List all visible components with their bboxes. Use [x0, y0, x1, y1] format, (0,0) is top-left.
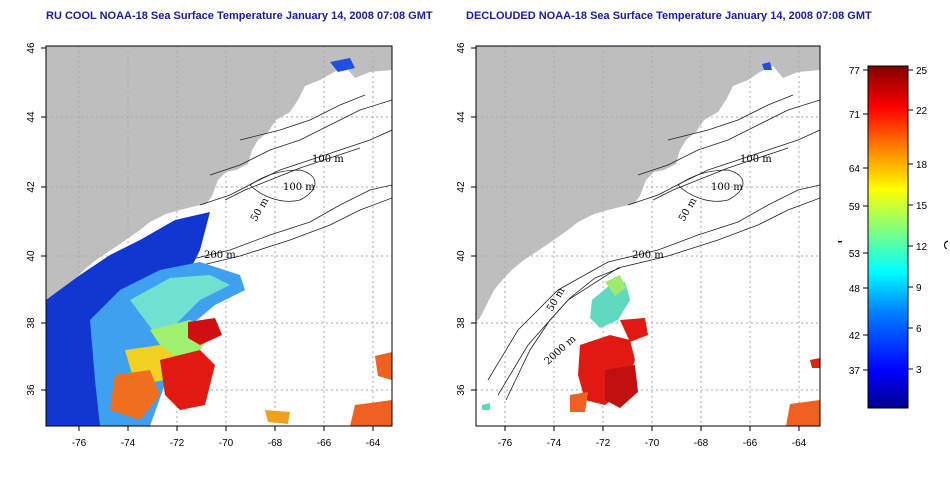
sst-data-right [482, 62, 820, 426]
colorbar-gradient [867, 65, 909, 409]
land-mass [476, 46, 820, 322]
y-tick-label: 40 [26, 250, 37, 262]
colorbar-c-label: °C [941, 234, 948, 250]
colorbar-c-tick: 6 [916, 324, 922, 335]
x-tick-label: -76 [498, 438, 513, 449]
x-tick-label: -70 [219, 438, 234, 449]
contour-label-100m-b: 100 m [711, 182, 743, 193]
colorbar-c-tick: 12 [916, 242, 928, 253]
x-tick-label: -72 [596, 438, 611, 449]
colorbar-c-tick: 15 [916, 201, 928, 212]
colorbar-c-tick: 3 [916, 365, 922, 376]
colorbar-f-tick: 42 [849, 331, 861, 342]
colorbar-f-tick: 48 [849, 284, 861, 295]
x-tick-label: -66 [317, 438, 332, 449]
right-panel-title: DECLOUDED NOAA-18 Sea Surface Temperatur… [466, 10, 872, 22]
colorbar-c-tick: 18 [916, 160, 928, 171]
colorbar-f-tick: 77 [849, 66, 861, 77]
y-tick-label: 38 [456, 317, 467, 329]
y-tick-label: 44 [26, 111, 37, 123]
colorbar-f-tick: 64 [849, 164, 861, 175]
x-tick-label: -72 [170, 438, 185, 449]
sst-data-left [46, 58, 392, 426]
y-tick-label: 36 [456, 384, 467, 396]
y-tick-label: 42 [456, 181, 467, 193]
colorbar-f-tick: 37 [849, 366, 861, 377]
x-tick-label: -66 [743, 438, 758, 449]
colorbar-f-tick: 71 [849, 110, 861, 121]
contour-label-100m-a: 100 m [312, 154, 344, 165]
y-tick-label: 46 [26, 42, 37, 54]
land-mass [46, 46, 392, 322]
x-tick-label: -74 [121, 438, 136, 449]
y-tick-label: 46 [456, 42, 467, 54]
colorbar: 77 71 64 59 53 48 42 37 25 22 18 15 12 9… [829, 60, 950, 425]
contour-label-200m: 200 m [632, 250, 664, 261]
y-tick-label: 38 [26, 317, 37, 329]
right-map: 100 m 100 m 50 m 200 m 50 m 2000 m -76 -… [456, 42, 821, 449]
left-map: 100 m 100 m 50 m 200 m -76 -74 -72 -70 -… [26, 42, 393, 449]
right-map-panel: 100 m 100 m 50 m 200 m 50 m 2000 m -76 -… [420, 0, 840, 480]
y-tick-label: 44 [456, 111, 467, 123]
colorbar-c-tick: 9 [916, 283, 922, 294]
y-tick-label: 40 [456, 250, 467, 262]
x-tick-label: -76 [72, 438, 87, 449]
x-tick-label: -64 [792, 438, 807, 449]
colorbar-svg: 77 71 64 59 53 48 42 37 25 22 18 15 12 9… [829, 65, 950, 409]
y-tick-label: 36 [26, 384, 37, 396]
colorbar-c-tick: 25 [916, 66, 928, 77]
x-tick-label: -68 [268, 438, 283, 449]
contour-label-200m: 200 m [204, 250, 236, 261]
left-map-panel: 100 m 100 m 50 m 200 m -76 -74 -72 -70 -… [0, 0, 420, 480]
contour-label-100m-b: 100 m [283, 182, 315, 193]
x-tick-label: -70 [645, 438, 660, 449]
colorbar-f-label: °F [838, 235, 845, 249]
contour-label-100m-a: 100 m [740, 154, 772, 165]
colorbar-f-tick: 59 [849, 202, 861, 213]
colorbar-c-tick: 22 [916, 106, 928, 117]
y-tick-label: 42 [26, 181, 37, 193]
left-panel-title: RU COOL NOAA-18 Sea Surface Temperature … [46, 10, 433, 22]
x-tick-label: -74 [547, 438, 562, 449]
colorbar-f-tick: 53 [849, 249, 861, 260]
x-tick-label: -64 [366, 438, 381, 449]
x-tick-label: -68 [694, 438, 709, 449]
